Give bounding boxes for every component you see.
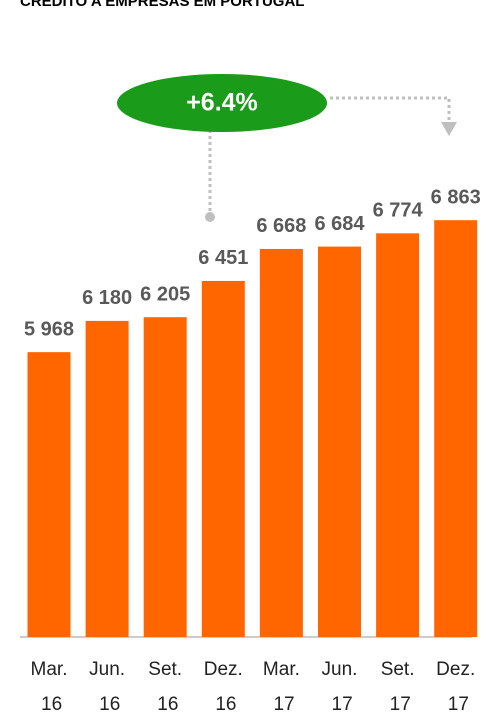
x-tick-label-line: Mar. — [263, 659, 300, 680]
bar — [434, 220, 478, 637]
x-tick-label-line: 17 — [384, 694, 410, 715]
x-tick-label: Dez. 17 — [436, 659, 475, 715]
x-tick-label-line: 17 — [442, 694, 468, 715]
bar — [201, 280, 245, 637]
bar — [259, 248, 303, 637]
x-tick-label-line: 17 — [268, 694, 294, 715]
x-tick-label: Mar. 17 — [263, 659, 300, 715]
chart-title: CRÉDITO A EMPRESAS EM PORTUGAL — [20, 0, 304, 10]
bar — [143, 317, 187, 637]
x-tick-label: Mar. 16 — [31, 659, 68, 715]
x-tick-label-line: 16 — [36, 694, 62, 715]
x-tick-label-line: Jun. — [89, 659, 125, 680]
x-tick-label-line: Dez. — [204, 659, 243, 680]
x-tick-label-line: 16 — [152, 694, 178, 715]
bar — [318, 246, 361, 638]
annotation: +6.4% — [186, 89, 258, 117]
x-tick-label-line: 17 — [326, 694, 352, 715]
x-tick-label-line: 16 — [94, 694, 120, 715]
x-tick-label: Set. 16 — [148, 659, 182, 715]
value-label: 6 684 — [314, 213, 365, 235]
connector-dot — [205, 212, 215, 222]
arrow-head — [441, 122, 457, 136]
x-tick-label: Dez. 16 — [204, 659, 243, 715]
value-label: 6 863 — [431, 186, 481, 208]
connector — [330, 96, 451, 124]
x-tick-label-line: 16 — [210, 694, 236, 715]
x-tick-label-line: Set. — [381, 659, 415, 680]
x-tick-label-line: Jun. — [322, 659, 358, 680]
value-label: 6 774 — [373, 200, 424, 222]
value-label: 6 451 — [198, 247, 248, 269]
bar — [27, 352, 71, 637]
bar — [85, 320, 129, 637]
bar — [376, 233, 420, 638]
x-tick-label: Set. 17 — [381, 659, 415, 715]
value-label: 5 968 — [24, 318, 74, 340]
x-tick-label-line: Dez. — [436, 659, 475, 680]
value-label: 6 180 — [82, 287, 132, 309]
value-label: 6 668 — [256, 215, 306, 237]
x-tick-label-line: Mar. — [31, 659, 68, 680]
value-label: 6 205 — [140, 283, 190, 305]
x-tick-label: Jun. 16 — [89, 659, 125, 715]
x-tick-label: Jun. 17 — [322, 659, 358, 715]
annotation-badge — [117, 74, 327, 132]
x-tick-label-line: Set. — [148, 659, 182, 680]
